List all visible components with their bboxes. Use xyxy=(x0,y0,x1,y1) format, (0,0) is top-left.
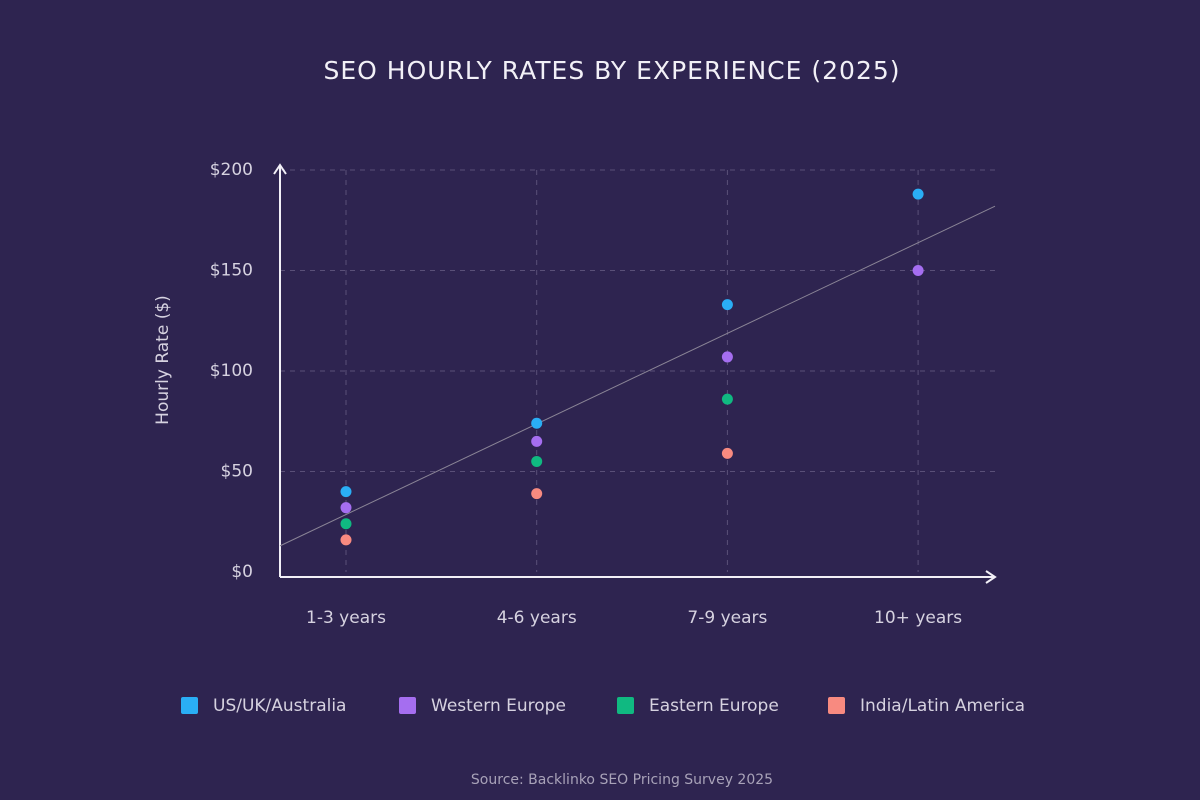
trend-line xyxy=(279,205,996,547)
data-point xyxy=(721,351,733,363)
legend-swatch xyxy=(399,697,416,714)
data-point xyxy=(531,455,543,467)
x-tick-label: 10+ years xyxy=(874,608,962,628)
y-axis xyxy=(273,163,287,577)
data-point xyxy=(721,393,733,405)
x-axis xyxy=(280,570,997,584)
legend-swatch xyxy=(828,697,845,714)
data-point xyxy=(531,435,543,447)
legend-swatch xyxy=(181,697,198,714)
data-point xyxy=(340,518,352,530)
legend-swatch xyxy=(617,697,634,714)
y-tick-label: $100 xyxy=(210,361,253,381)
chart-title: SEO HOURLY RATES BY EXPERIENCE (2025) xyxy=(323,56,900,85)
data-point xyxy=(912,265,924,276)
legend-label: US/UK/Australia xyxy=(213,696,346,716)
legend-label: Eastern Europe xyxy=(649,696,779,716)
y-tick-label: $50 xyxy=(221,462,253,482)
y-tick-label: $150 xyxy=(210,261,253,281)
data-point xyxy=(721,299,733,311)
data-point xyxy=(340,502,352,514)
y-tick-label: $0 xyxy=(231,562,253,582)
legend-label: India/Latin America xyxy=(860,696,1025,716)
y-axis-label: Hourly Rate ($) xyxy=(153,295,173,425)
data-point xyxy=(340,534,352,546)
source: Source: Backlinko SEO Pricing Survey 202… xyxy=(471,772,773,788)
data-point xyxy=(340,486,352,498)
y-tick-label: $200 xyxy=(210,160,253,180)
data-point xyxy=(531,488,543,500)
data-point xyxy=(721,447,733,459)
x-tick-label: 1-3 years xyxy=(306,608,386,628)
data-point xyxy=(531,417,543,429)
legend-label: Western Europe xyxy=(431,696,566,716)
x-tick-label: 4-6 years xyxy=(497,608,577,628)
x-tick-label: 7-9 years xyxy=(687,608,767,628)
data-point xyxy=(912,188,924,200)
